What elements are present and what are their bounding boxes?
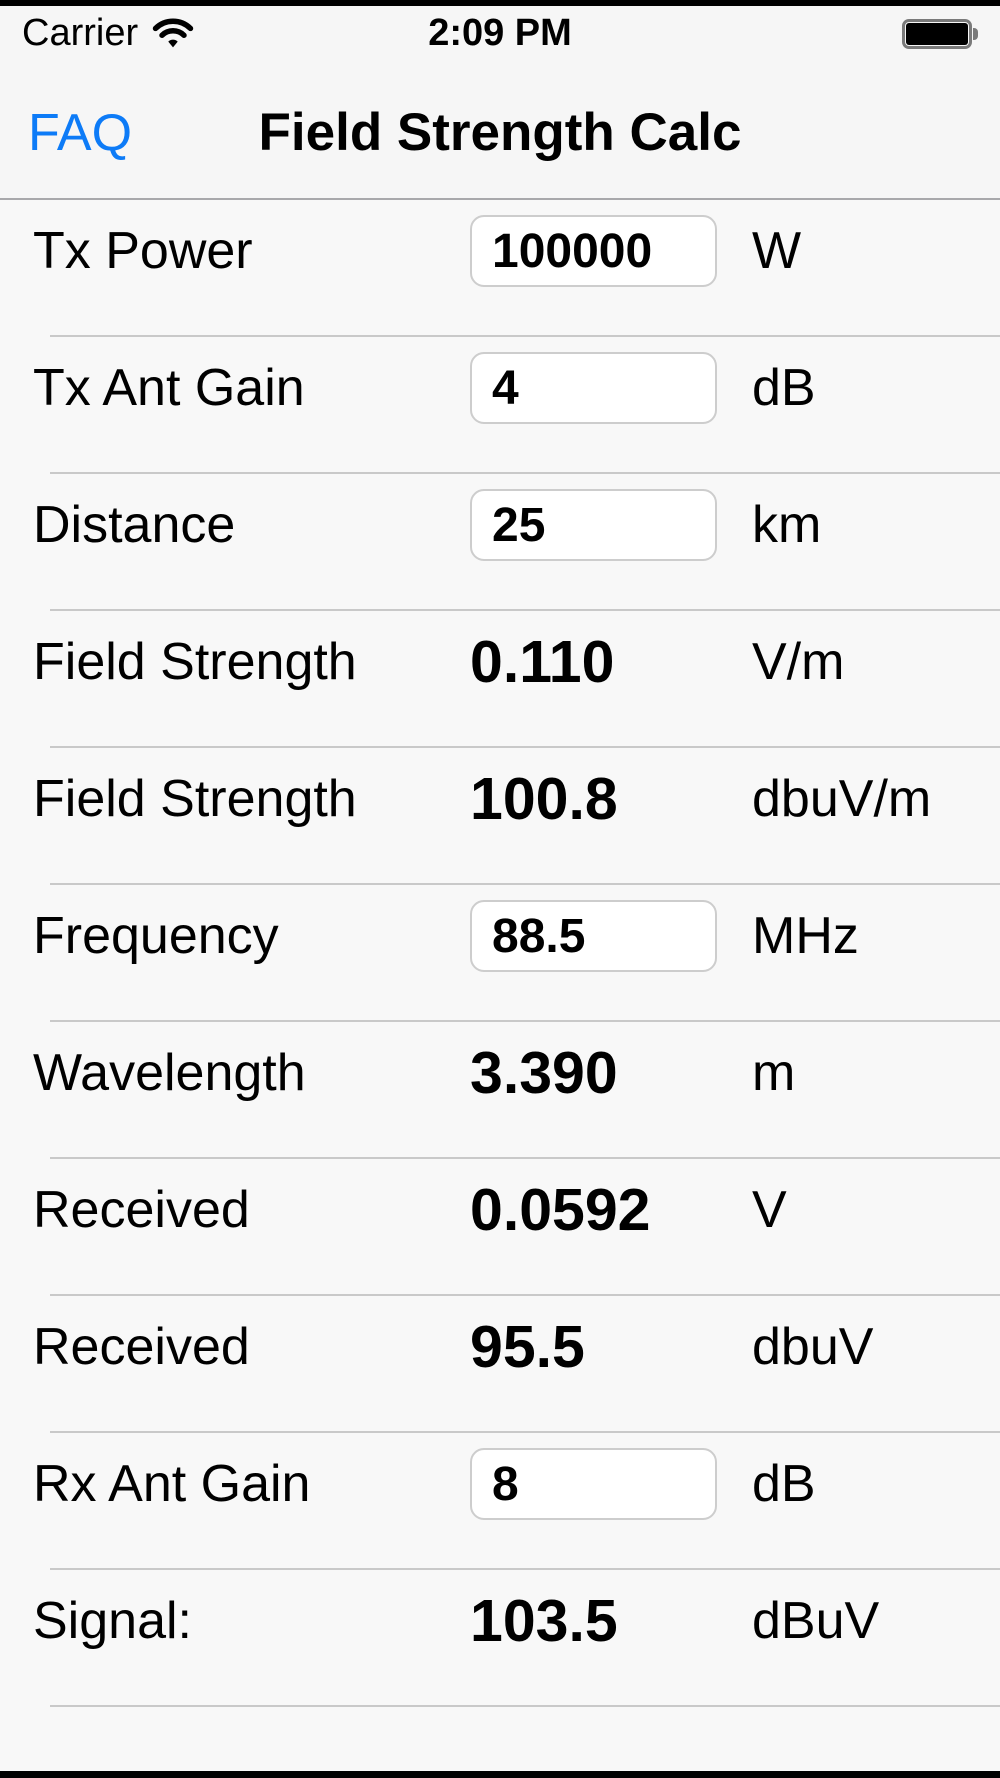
value-input[interactable] — [470, 489, 717, 561]
computed-value: 100.8 — [470, 766, 618, 832]
status-bar: Carrier 2:09 PM — [0, 6, 1000, 60]
computed-value: 0.110 — [470, 629, 615, 695]
calc-row-field-strength-vm: Field Strength 0.110 V/m — [0, 611, 1000, 748]
unit-label: W — [752, 222, 802, 280]
row-label: Frequency — [33, 907, 279, 965]
row-label: Distance — [33, 496, 236, 554]
page-title: Field Strength Calc — [258, 103, 742, 162]
row-label: Received — [33, 1181, 250, 1239]
value-input[interactable] — [470, 215, 717, 287]
calc-row-field-strength-dbuvm: Field Strength 100.8 dbuV/m — [0, 748, 1000, 885]
row-label: Wavelength — [33, 1044, 306, 1102]
calc-row-tx-power-w: Tx Power W — [0, 200, 1000, 337]
row-label: Rx Ant Gain — [33, 1455, 311, 1513]
status-left-group: Carrier — [22, 6, 194, 60]
calc-form: Tx Power W Tx Ant Gain dB Distance km Fi… — [0, 200, 1000, 1707]
unit-label: km — [752, 496, 822, 554]
unit-label: dB — [752, 359, 816, 417]
unit-label: m — [752, 1044, 796, 1102]
unit-label: dbuV — [752, 1318, 874, 1376]
screen-bottom-bezel — [0, 1771, 1000, 1778]
navigation-bar: FAQ Field Strength Calc — [0, 60, 1000, 200]
calc-row-received-dbuv: Received 95.5 dbuV — [0, 1296, 1000, 1433]
battery-body — [902, 19, 972, 49]
row-label: Tx Power — [33, 222, 253, 280]
row-label: Field Strength — [33, 770, 357, 828]
calc-row-rx-ant-gain-db: Rx Ant Gain dB — [0, 1433, 1000, 1570]
faq-button[interactable]: FAQ — [28, 104, 133, 162]
computed-value: 3.390 — [470, 1040, 618, 1106]
calc-row-frequency-mhz: Frequency MHz — [0, 885, 1000, 1022]
computed-value: 95.5 — [470, 1314, 585, 1380]
unit-label: MHz — [752, 907, 859, 965]
row-label: Signal: — [33, 1592, 192, 1650]
row-label: Field Strength — [33, 633, 357, 691]
row-label: Tx Ant Gain — [33, 359, 305, 417]
calc-row-wavelength-m: Wavelength 3.390 m — [0, 1022, 1000, 1159]
value-input[interactable] — [470, 1448, 717, 1520]
unit-label: V — [752, 1181, 787, 1239]
battery-icon — [902, 19, 978, 49]
screen-top-bezel — [0, 0, 1000, 6]
unit-label: dB — [752, 1455, 816, 1513]
wifi-icon — [152, 18, 194, 48]
carrier-label: Carrier — [22, 11, 139, 54]
unit-label: dbuV/m — [752, 770, 932, 828]
status-time: 2:09 PM — [428, 12, 572, 54]
unit-label: V/m — [752, 633, 845, 691]
calc-row-received-v: Received 0.0592 V — [0, 1159, 1000, 1296]
calc-row-tx-ant-gain-db: Tx Ant Gain dB — [0, 337, 1000, 474]
battery-nub — [973, 28, 978, 40]
computed-value: 0.0592 — [470, 1177, 651, 1243]
value-input[interactable] — [470, 900, 717, 972]
value-input[interactable] — [470, 352, 717, 424]
calc-row-signal-dbuv: Signal: 103.5 dBuV — [0, 1570, 1000, 1707]
calc-row-distance-km: Distance km — [0, 474, 1000, 611]
unit-label: dBuV — [752, 1592, 880, 1650]
row-label: Received — [33, 1318, 250, 1376]
computed-value: 103.5 — [470, 1588, 618, 1654]
